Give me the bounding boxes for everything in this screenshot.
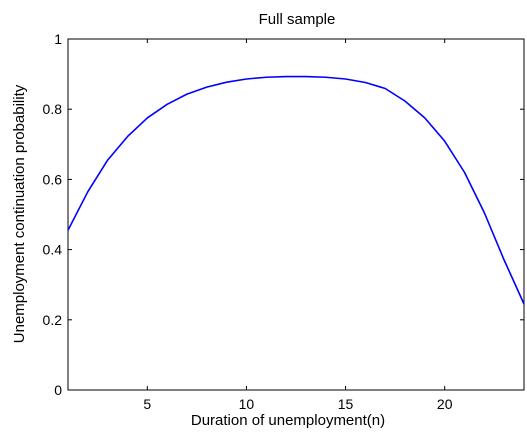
series-layer (67, 75, 525, 305)
series-line (67, 75, 525, 305)
x-axis-label: Duration of unemployment(n) (191, 412, 385, 429)
y-tick-label: 1 (54, 31, 62, 47)
y-tick-label: 0.8 (43, 101, 63, 117)
y-axis: 0 0.2 0.4 0.6 0.8 1 (43, 31, 524, 398)
y-tick-label: 0.2 (43, 312, 63, 328)
chart-title: Full sample (259, 11, 336, 28)
plot-frame (67, 38, 525, 391)
x-tick-label: 10 (239, 396, 255, 412)
y-tick-label: 0 (54, 382, 62, 398)
y-tick-label: 0.6 (43, 171, 63, 187)
x-tick-label: 15 (338, 396, 354, 412)
x-tick-label: 20 (437, 396, 453, 412)
y-tick-label: 0.4 (43, 242, 63, 258)
x-axis: 5 10 15 20 (143, 39, 453, 412)
x-tick-label: 5 (143, 396, 151, 412)
y-axis-label: Unemployment continuation probability (11, 84, 28, 343)
